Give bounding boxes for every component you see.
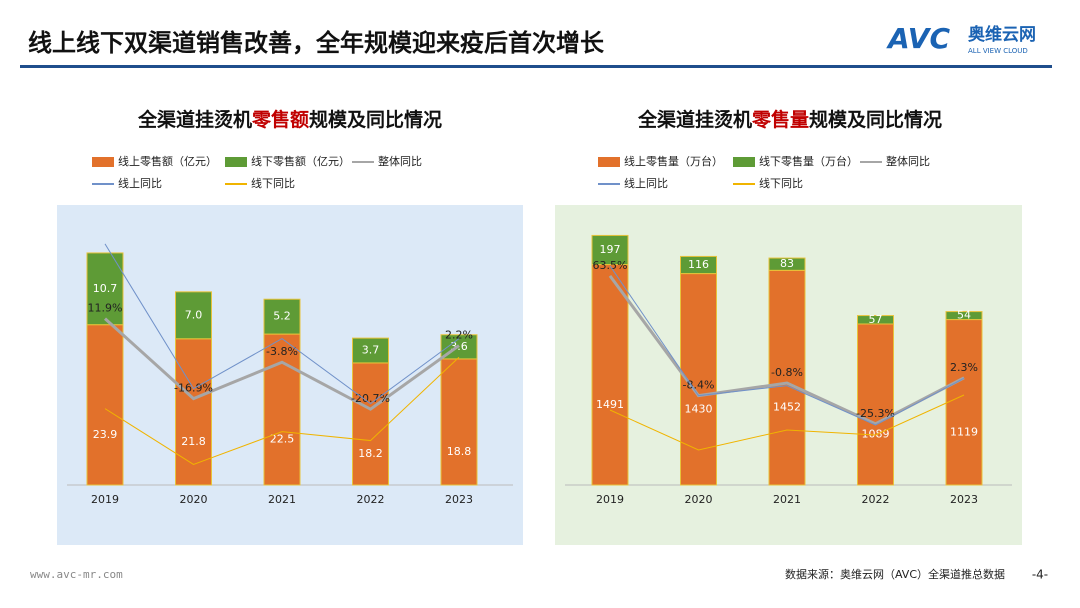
x-tick-label: 2021 [268,493,296,506]
line-value-label: 11.9% [88,302,123,315]
bar [945,311,983,321]
chart-title-part: 零售额 [251,108,309,131]
line-series [103,317,460,411]
legend-label: 线上同比 [118,176,162,190]
bar [857,315,894,325]
x-tick-label: 2022 [357,493,385,506]
legend-label: 线上零售额（亿元） [118,154,217,168]
legend-swatch [733,157,755,167]
bar [591,264,629,486]
bar [945,319,983,486]
bar [175,291,212,340]
legend-label: 线下同比 [759,176,803,190]
x-tick-label: 2020 [180,493,208,506]
bar [263,298,301,335]
bar [591,234,629,266]
bar-value-label: 1430 [685,402,713,415]
bar-value-label: 1491 [596,398,624,411]
legend-label: 线上零售量（万台） [624,154,723,168]
bar-value-label: 3.7 [362,344,380,357]
bar [768,269,806,486]
bar-value-label: 22.5 [270,433,295,446]
x-tick-label: 2022 [862,493,890,506]
legend-label: 线下零售量（万台） [759,154,858,168]
bar [86,252,124,326]
logo: AVC [886,22,950,55]
legend-swatch [92,157,114,167]
legend-swatch [598,157,620,167]
legend-swatch [225,157,247,167]
chart-title-part: 规模及同比情况 [809,108,942,131]
bar-value-label: 18.8 [447,445,472,458]
line-series [609,394,965,451]
bar [680,255,717,275]
x-tick-label: 2019 [91,493,119,506]
chart-title: 全渠道挂烫机零售量规模及同比情况 [637,108,942,131]
bar-value-label: 1089 [862,427,890,440]
legend-label: 整体同比 [886,154,930,168]
x-tick-label: 2021 [773,493,801,506]
legend-label: 线下同比 [251,176,295,190]
bar [175,338,212,486]
logo-cn: 奥维云网 [968,24,1036,45]
line-value-label: -25.3% [856,407,895,420]
legend-label: 整体同比 [378,154,422,168]
header-rule [20,65,1052,68]
bar-value-label: 10.7 [93,282,118,295]
slide-title: 线上线下双渠道销售改善，全年规模迎来疫后首次增长 [28,29,605,57]
line-value-label: 63.5% [593,259,628,272]
line-value-label: -3.8% [266,345,298,358]
line-value-label: 2.2% [445,329,473,342]
line-value-label: -8.4% [683,379,715,392]
chart-title-part: 零售量 [751,108,809,131]
line-value-label: 2.3% [950,361,978,374]
chart-title: 全渠道挂烫机零售额规模及同比情况 [137,108,442,131]
bar [768,257,806,271]
bar [440,358,478,486]
bar [86,324,124,486]
bar-value-label: 83 [780,257,794,270]
x-tick-label: 2019 [596,493,624,506]
legend-label: 线下零售额（亿元） [251,154,350,168]
chart-title-part: 全渠道挂烫机 [137,108,252,131]
line-series [609,265,965,426]
bar-value-label: 5.2 [273,310,291,323]
bar-value-label: 197 [600,243,621,256]
x-tick-label: 2020 [685,493,713,506]
logo-en: ALL VIEW CLOUD [968,47,1028,55]
footer-source: 数据来源：奥维云网（AVC）全渠道推总数据 [785,567,1005,581]
line-value-label: -0.8% [771,366,803,379]
bar-value-label: 1452 [773,401,801,414]
bar-value-label: 1119 [950,425,978,438]
x-tick-label: 2023 [445,493,473,506]
chart-title-part: 规模及同比情况 [309,108,442,131]
legend-label: 线上同比 [624,176,668,190]
footer-url: www.avc-mr.com [30,568,123,581]
line-series [608,274,965,426]
bar-value-label: 18.2 [358,447,383,460]
page-number: -4- [1032,568,1048,582]
bar-value-label: 21.8 [181,435,206,448]
chart-title-part: 全渠道挂烫机 [637,108,752,131]
x-tick-label: 2023 [950,493,978,506]
bar [352,362,389,486]
bar [857,323,894,486]
bar-value-label: 57 [869,313,883,326]
bar-value-label: 54 [957,309,971,322]
bar [352,337,389,364]
bar-value-label: 7.0 [185,308,203,321]
bar-value-label: 116 [688,258,709,271]
bar-value-label: 23.9 [93,428,118,441]
line-series [104,243,460,405]
bar [263,333,301,486]
line-series [104,356,460,465]
line-value-label: -20.7% [351,392,390,405]
